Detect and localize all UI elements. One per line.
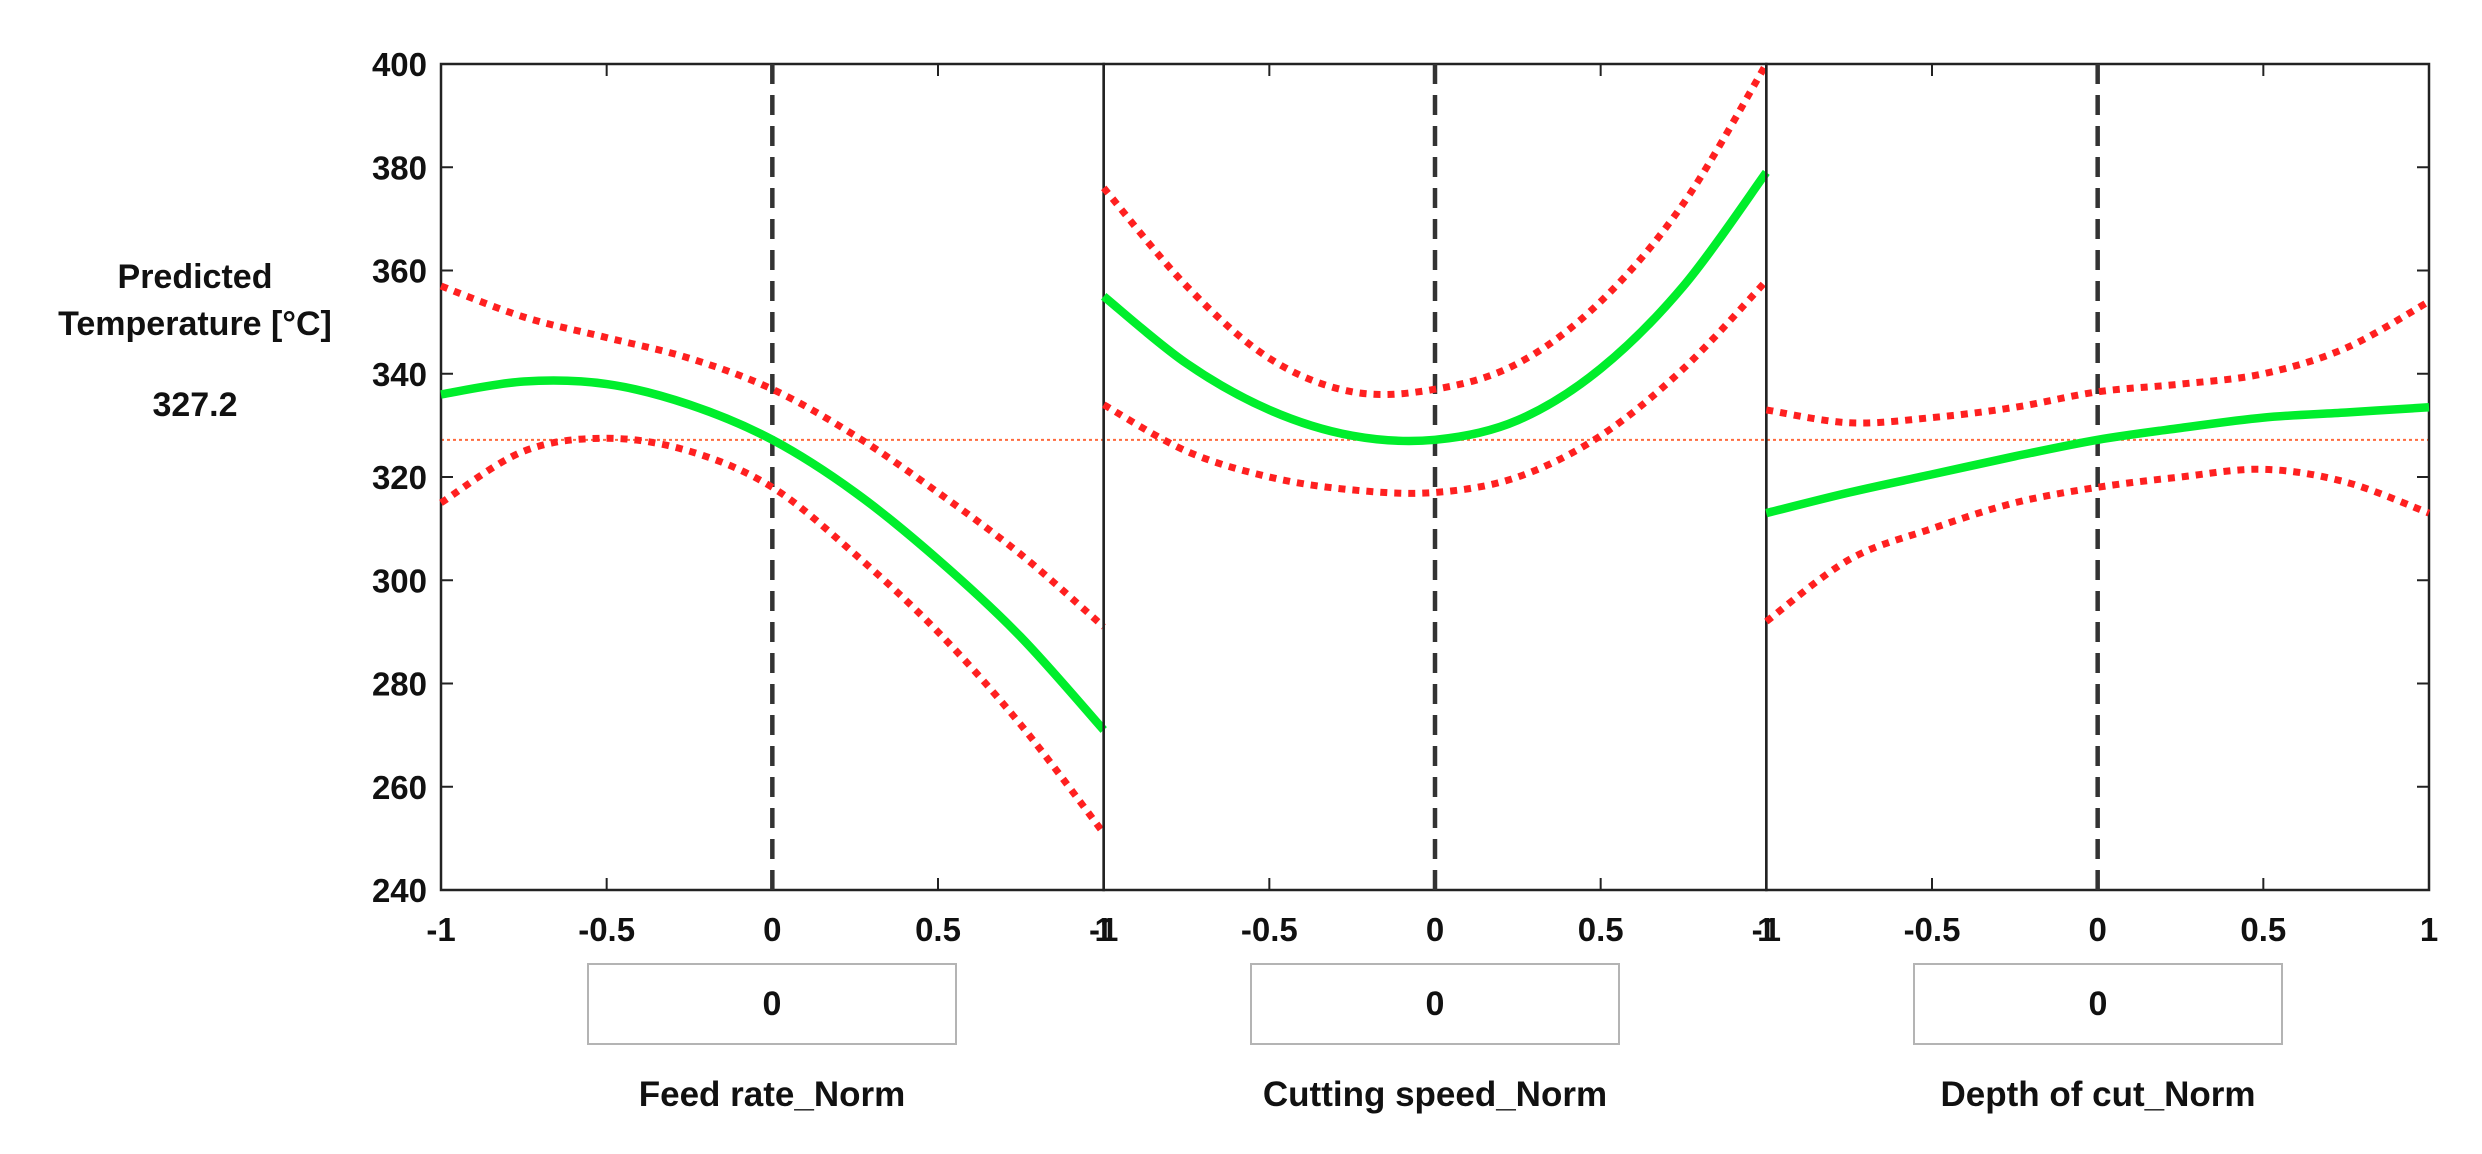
lower-ci-curve [439, 434, 1107, 836]
y-tick-label: 380 [372, 149, 427, 186]
cutting-speed-input[interactable] [1250, 963, 1620, 1045]
x-tick-label: -0.5 [1241, 911, 1298, 948]
depth-of-cut-input[interactable] [1913, 963, 2283, 1045]
y-tick-label: 300 [372, 562, 427, 599]
depth-of-cut-label: Depth of cut_Norm [1940, 1075, 2256, 1114]
x-tick-label: 0.5 [915, 911, 961, 948]
x-tick-label: 1 [1094, 911, 1112, 948]
x-tick-label: 1 [1757, 911, 1775, 948]
x-tick-label: 0 [1426, 911, 1444, 948]
y-tick-label: 340 [372, 356, 427, 393]
y-tick-label: 280 [372, 666, 427, 703]
feed-rate-input[interactable] [587, 963, 957, 1045]
x-tick-label: 0 [763, 911, 781, 948]
response-label-line2: Temperature [°C] [58, 305, 332, 343]
y-tick-label: 240 [372, 872, 427, 909]
feed-rate-label: Feed rate_Norm [638, 1075, 906, 1114]
x-tick-label: -0.5 [578, 911, 635, 948]
y-tick-label: 320 [372, 459, 427, 496]
response-label-line1: Predicted [117, 258, 273, 296]
y-tick-label: 400 [372, 46, 427, 83]
upper-ci-curve [1765, 298, 2431, 427]
predicted-curve [1101, 169, 1770, 446]
x-tick-label: -1 [1089, 911, 1118, 948]
response-value: 327.2 [152, 386, 238, 424]
x-tick-label: 0 [2088, 911, 2106, 948]
cutting-speed-label: Cutting speed_Norm [1262, 1075, 1608, 1114]
x-tick-label: 0.5 [1578, 911, 1624, 948]
predicted-curve [1765, 403, 2430, 518]
x-tick-label: 1 [2420, 911, 2438, 948]
x-tick-label: -1 [1752, 911, 1781, 948]
upper-ci-curve [439, 282, 1106, 630]
predicted-curve [440, 376, 1107, 733]
x-tick-label: -0.5 [1904, 911, 1961, 948]
x-tick-label: 0.5 [2240, 911, 2286, 948]
y-tick-label: 360 [372, 253, 427, 290]
upper-ci-curve [1101, 62, 1770, 399]
y-tick-label: 260 [372, 769, 427, 806]
x-tick-label: -1 [426, 911, 455, 948]
